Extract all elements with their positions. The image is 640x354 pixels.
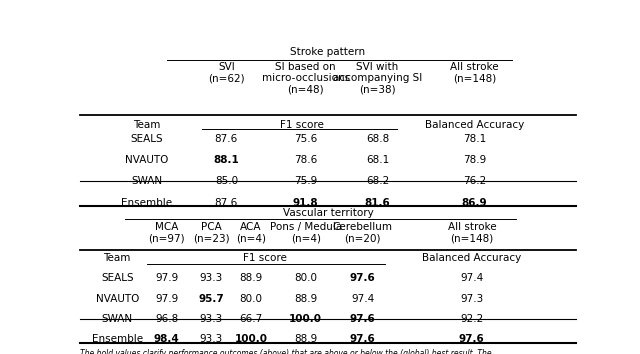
- Text: Ensemble: Ensemble: [122, 198, 173, 207]
- Text: SVI with
accompanying SI
(n=38): SVI with accompanying SI (n=38): [333, 62, 422, 95]
- Text: 97.6: 97.6: [350, 314, 376, 324]
- Text: SVI
(n=62): SVI (n=62): [208, 62, 244, 83]
- Text: SEALS: SEALS: [101, 273, 134, 283]
- Text: NVAUTO: NVAUTO: [95, 293, 139, 303]
- Text: 86.9: 86.9: [461, 198, 487, 207]
- Text: 85.0: 85.0: [215, 176, 238, 186]
- Text: 97.3: 97.3: [460, 293, 483, 303]
- Text: 68.8: 68.8: [366, 134, 389, 144]
- Text: 93.3: 93.3: [200, 335, 223, 344]
- Text: NVAUTO: NVAUTO: [125, 155, 169, 165]
- Text: 66.7: 66.7: [239, 314, 263, 324]
- Text: 97.4: 97.4: [351, 293, 374, 303]
- Text: 80.0: 80.0: [239, 293, 262, 303]
- Text: All stroke
(n=148): All stroke (n=148): [450, 62, 499, 83]
- Text: PCA
(n=23): PCA (n=23): [193, 222, 230, 243]
- Text: 80.0: 80.0: [294, 273, 317, 283]
- Text: F1 score: F1 score: [243, 253, 287, 263]
- Text: The bold values clarify performance outcomes (above) that are above or below the: The bold values clarify performance outc…: [80, 349, 492, 354]
- Text: 68.1: 68.1: [366, 155, 389, 165]
- Text: 78.9: 78.9: [463, 155, 486, 165]
- Text: 88.9: 88.9: [239, 273, 263, 283]
- Text: 88.9: 88.9: [294, 335, 317, 344]
- Text: 97.6: 97.6: [350, 335, 376, 344]
- Text: F1 score: F1 score: [280, 120, 324, 130]
- Text: 100.0: 100.0: [289, 314, 322, 324]
- Text: Balanced Accuracy: Balanced Accuracy: [422, 253, 522, 263]
- Text: 93.3: 93.3: [200, 273, 223, 283]
- Text: 97.6: 97.6: [350, 273, 376, 283]
- Text: Team: Team: [104, 253, 131, 263]
- Text: 97.9: 97.9: [155, 293, 179, 303]
- Text: Vascular territory: Vascular territory: [283, 208, 373, 218]
- Text: 97.4: 97.4: [460, 273, 483, 283]
- Text: All stroke
(n=148): All stroke (n=148): [447, 222, 496, 243]
- Text: 88.9: 88.9: [294, 293, 317, 303]
- Text: Pons / Medula
(n=4): Pons / Medula (n=4): [269, 222, 342, 243]
- Text: 97.6: 97.6: [459, 335, 484, 344]
- Text: SI based on
micro-occlusions
(n=48): SI based on micro-occlusions (n=48): [262, 62, 349, 95]
- Text: 88.1: 88.1: [214, 155, 239, 165]
- Text: Cerebellum
(n=20): Cerebellum (n=20): [333, 222, 393, 243]
- Text: Stroke pattern: Stroke pattern: [291, 47, 365, 57]
- Text: 76.2: 76.2: [463, 176, 486, 186]
- Text: SWAN: SWAN: [131, 176, 163, 186]
- Text: Ensemble: Ensemble: [92, 335, 143, 344]
- Text: 87.6: 87.6: [214, 134, 238, 144]
- Text: 98.4: 98.4: [154, 335, 180, 344]
- Text: MCA
(n=97): MCA (n=97): [148, 222, 185, 243]
- Text: 100.0: 100.0: [235, 335, 268, 344]
- Text: Team: Team: [133, 120, 161, 130]
- Text: 87.6: 87.6: [214, 198, 238, 207]
- Text: 96.8: 96.8: [155, 314, 179, 324]
- Text: 92.2: 92.2: [460, 314, 483, 324]
- Text: 68.2: 68.2: [366, 176, 389, 186]
- Text: ACA
(n=4): ACA (n=4): [236, 222, 266, 243]
- Text: 75.6: 75.6: [294, 134, 317, 144]
- Text: 81.6: 81.6: [365, 198, 390, 207]
- Text: SWAN: SWAN: [102, 314, 132, 324]
- Text: SEALS: SEALS: [131, 134, 163, 144]
- Text: Balanced Accuracy: Balanced Accuracy: [425, 120, 524, 130]
- Text: 75.9: 75.9: [294, 176, 317, 186]
- Text: 91.8: 91.8: [293, 198, 319, 207]
- Text: 78.1: 78.1: [463, 134, 486, 144]
- Text: 95.7: 95.7: [198, 293, 224, 303]
- Text: 93.3: 93.3: [200, 314, 223, 324]
- Text: 78.6: 78.6: [294, 155, 317, 165]
- Text: 97.9: 97.9: [155, 273, 179, 283]
